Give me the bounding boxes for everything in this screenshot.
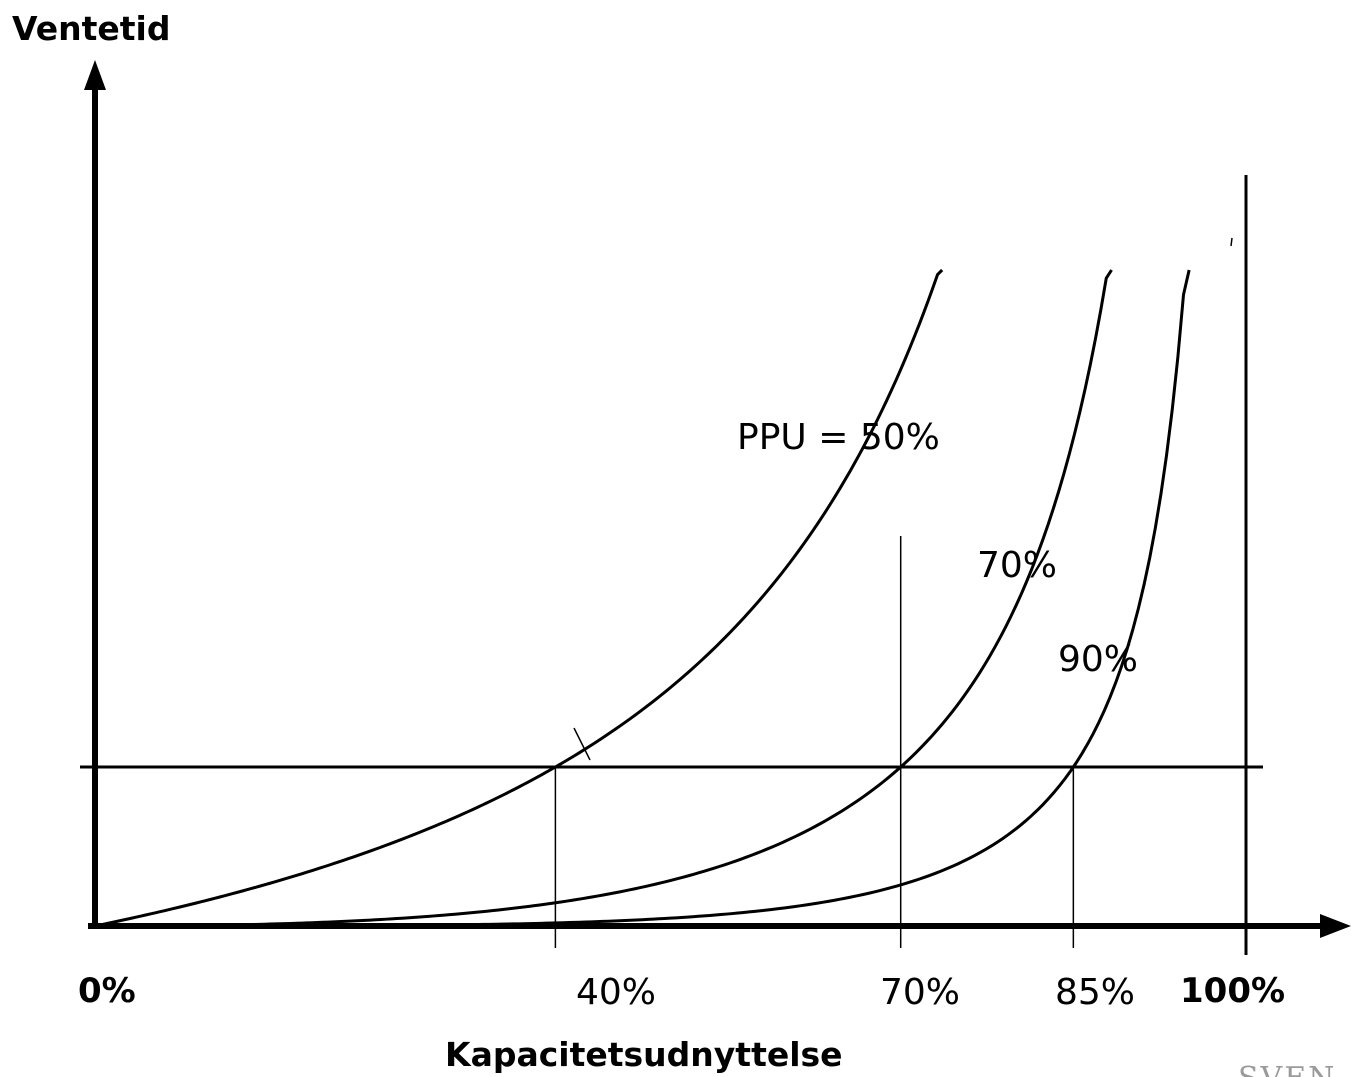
- curve-series-1: [95, 269, 1113, 928]
- leader-tick-top: [1230, 237, 1233, 247]
- x-tick-label-40: 40%: [576, 972, 656, 1013]
- watermark: SVEN: [1238, 1061, 1336, 1077]
- curve-series-2: [95, 269, 1191, 928]
- x-tick-label-70: 70%: [880, 972, 960, 1013]
- x-tick-label-0: 0%: [78, 971, 136, 1011]
- curves: [94, 268, 1191, 928]
- y-axis-title: Ventetid: [12, 9, 170, 48]
- y-axis-arrow: [84, 60, 106, 90]
- x-axis-title: Kapacitetsudnyttelse: [445, 1035, 843, 1074]
- leader-tick: [573, 727, 591, 761]
- x-axis-arrow: [1320, 914, 1351, 938]
- vertical-guides: [554, 536, 1075, 948]
- curve-series-0: [94, 268, 944, 928]
- series-label-ppu-90: 90%: [1058, 639, 1138, 680]
- x-tick-label-85: 85%: [1055, 972, 1135, 1013]
- series-label-ppu-70: 70%: [977, 545, 1057, 586]
- series-label-ppu-50: PPU = 50%: [737, 417, 940, 458]
- x-tick-label-100: 100%: [1180, 971, 1285, 1011]
